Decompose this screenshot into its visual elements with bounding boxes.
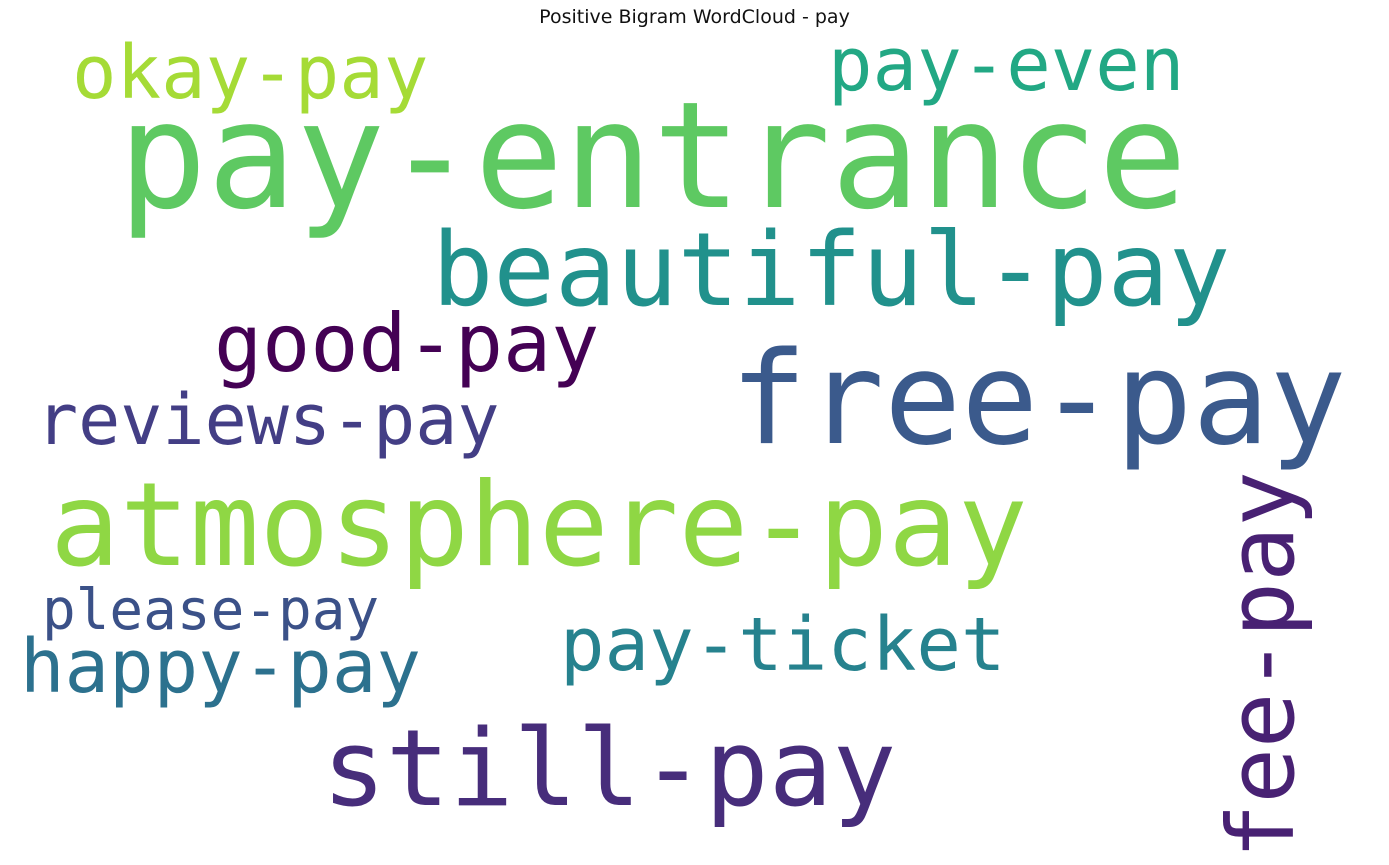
word-please-pay: please-pay xyxy=(42,578,380,643)
word-pay-ticket: pay-ticket xyxy=(560,602,1006,688)
figure-title: Positive Bigram WordCloud - pay xyxy=(539,6,850,28)
word-reviews-pay: reviews-pay xyxy=(36,379,500,461)
word-atmosphere-pay: atmosphere-pay xyxy=(50,458,1028,593)
word-free-pay: free-pay xyxy=(730,325,1347,474)
word-happy-pay: happy-pay xyxy=(20,624,421,710)
word-beautiful-pay: beautiful-pay xyxy=(432,211,1231,330)
word-okay-pay: okay-pay xyxy=(72,30,429,116)
word-pay-even: pay-even xyxy=(828,22,1185,108)
word-good-pay: good-pay xyxy=(214,297,600,390)
word-fee-pay: fee-pay xyxy=(1207,471,1315,859)
word-pay-entrance: pay-entrance xyxy=(118,70,1188,242)
word-still-pay: still-pay xyxy=(322,707,897,830)
